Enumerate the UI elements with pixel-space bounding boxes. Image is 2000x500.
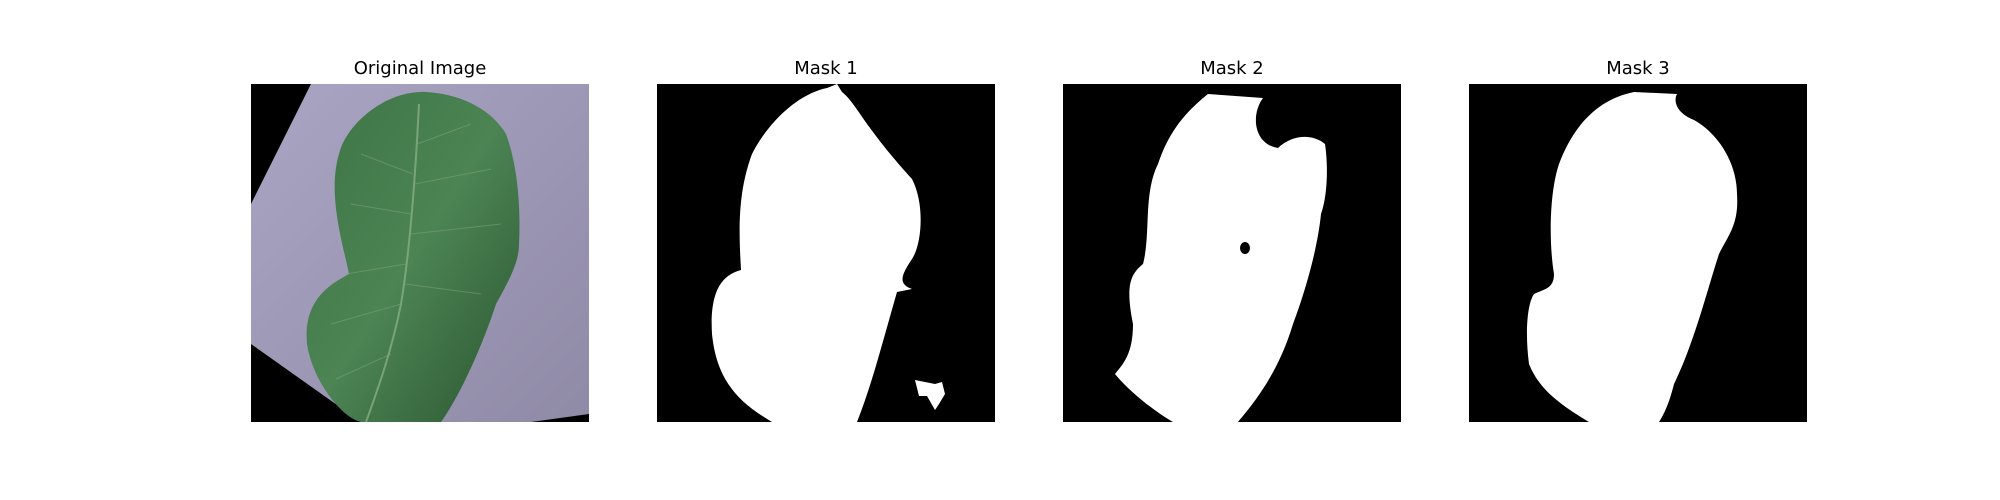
leaf-shape (306, 91, 520, 422)
mask-2-region (1115, 94, 1327, 422)
mask-1-title: Mask 1 (794, 58, 858, 79)
mask-2-panel (1063, 84, 1401, 422)
mask-2-hole (1240, 242, 1250, 254)
mask-3-title: Mask 3 (1606, 58, 1670, 79)
mask-1-blob (915, 380, 945, 410)
mask-2-title: Mask 2 (1200, 58, 1264, 79)
mask-1-panel (657, 84, 995, 422)
mask-1-image (657, 84, 995, 422)
leaf-midrib (365, 103, 420, 422)
mask-1-region (711, 84, 921, 422)
original-image-panel (251, 84, 589, 422)
mask-3-region (1526, 92, 1738, 422)
mask-3-panel (1469, 84, 1807, 422)
leaf-photo (251, 84, 589, 422)
mask-3-image (1469, 84, 1807, 422)
mask-2-image (1063, 84, 1401, 422)
original-image-title: Original Image (353, 58, 487, 79)
